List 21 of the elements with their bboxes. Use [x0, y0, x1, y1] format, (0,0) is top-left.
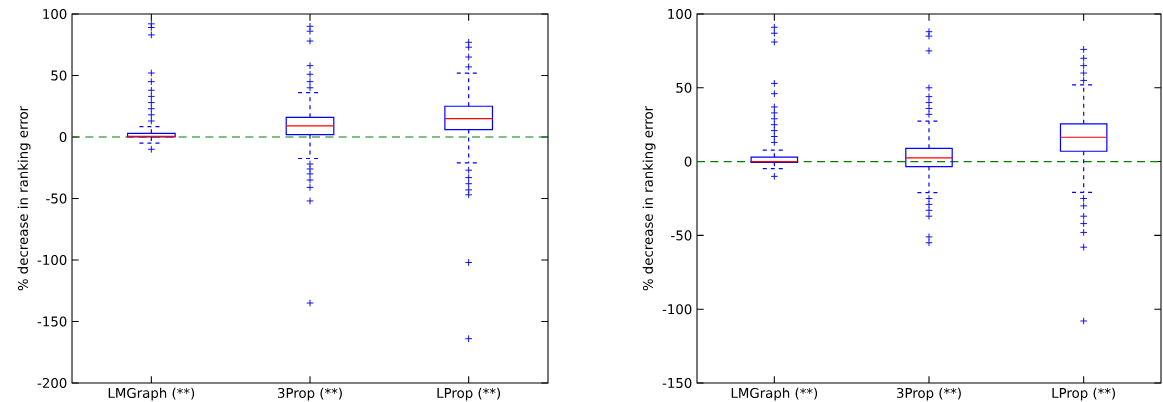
y-tick-label: -50 — [46, 193, 67, 204]
y-tick-label: -150 — [662, 377, 692, 389]
y-tick-label: -100 — [662, 304, 692, 315]
x-tick-label: LProp (**) — [437, 387, 501, 401]
y-tick-label: -150 — [37, 316, 67, 327]
x-tick-label: LMGraph (**) — [731, 387, 818, 401]
y-tick-label: -200 — [37, 377, 67, 389]
y-axis-title: % decrease in ranking error — [642, 105, 656, 291]
y-tick-label: -50 — [671, 230, 692, 241]
y-tick-label: 0 — [684, 156, 692, 167]
y-tick-label: 100 — [43, 8, 67, 20]
y-axis-title: % decrease in ranking error — [17, 105, 31, 291]
y-tick-label: 100 — [668, 8, 692, 20]
y-tick-label: -100 — [37, 254, 67, 266]
x-tick-label: LMGraph (**) — [108, 387, 195, 401]
y-tick-label: 50 — [51, 70, 67, 81]
x-tick-label: 3Prop (**) — [278, 387, 342, 401]
y-tick-label: 0 — [59, 131, 67, 143]
y-tick-label: 50 — [676, 82, 692, 93]
x-tick-label: LProp (**) — [1052, 387, 1116, 401]
x-tick-label: 3Prop (**) — [896, 387, 961, 401]
